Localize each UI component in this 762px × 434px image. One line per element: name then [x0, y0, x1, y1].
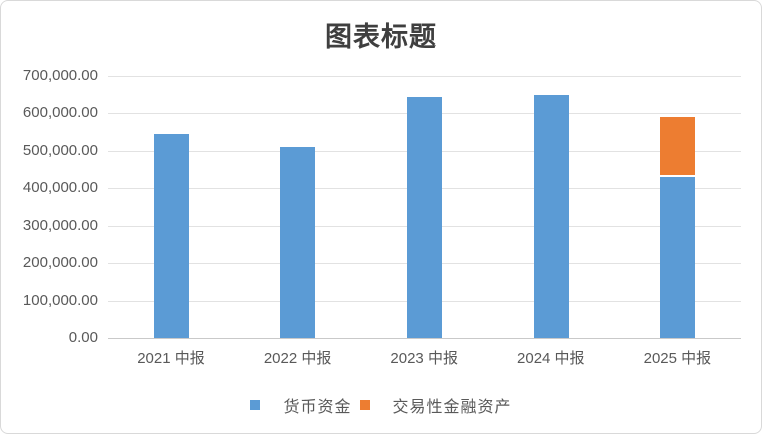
- bar-segment-货币资金: [533, 95, 569, 338]
- legend-label: 交易性金融资产: [392, 399, 512, 416]
- y-tick-label: 100,000.00: [22, 291, 98, 309]
- x-tick-label: 2021 中报: [137, 350, 205, 367]
- y-tick-label: 700,000.00: [22, 67, 98, 84]
- bar-segment-货币资金: [280, 147, 316, 338]
- x-axis-line: [108, 338, 741, 339]
- y-tick-label: 200,000.00: [22, 254, 98, 272]
- x-tick-label: 2023 中报: [390, 350, 458, 367]
- gridline: [108, 76, 741, 77]
- plot-area: [108, 76, 741, 339]
- y-tick-label: 0.00: [68, 329, 98, 346]
- y-tick-label: 500,000.00: [22, 141, 98, 159]
- bar-segment-交易性金融资产: [660, 116, 696, 178]
- y-tick-label: 600,000.00: [22, 104, 98, 122]
- chart-title: 图表标题: [325, 22, 437, 52]
- bar-segment-货币资金: [153, 134, 189, 338]
- y-tick-label: 300,000.00: [22, 216, 98, 234]
- x-tick-label: 2025 中报: [643, 350, 712, 367]
- legend-label: 货币资金: [283, 399, 352, 416]
- legend-item: 货币资金: [250, 393, 351, 417]
- legend-marker-icon: [359, 400, 370, 410]
- x-tick-label: 2022 中报: [263, 350, 332, 367]
- bar-segment-货币资金: [660, 177, 696, 338]
- legend-item: 交易性金融资产: [359, 393, 512, 417]
- legend: 货币资金 交易性金融资产: [1, 393, 761, 417]
- bar-segment-货币资金: [407, 97, 442, 338]
- x-tick-label: 2024 中报: [517, 350, 585, 367]
- y-tick-label: 400,000.00: [22, 179, 98, 197]
- legend-marker-icon: [250, 400, 261, 410]
